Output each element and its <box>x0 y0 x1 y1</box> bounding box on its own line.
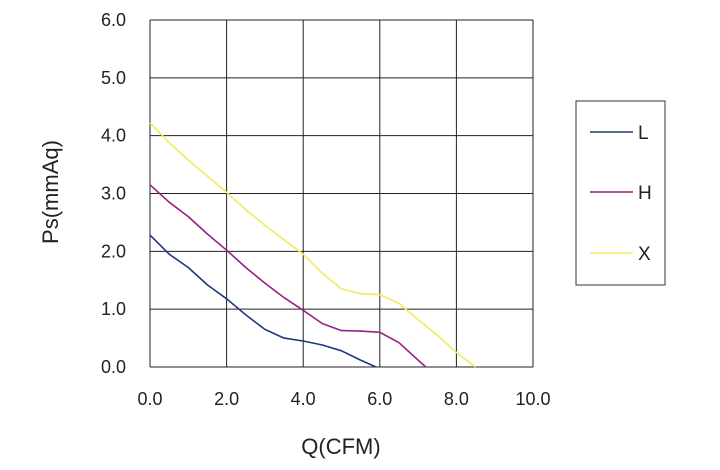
x-axis-title: Q(CFM) <box>301 434 380 459</box>
legend-label-x: X <box>638 244 651 265</box>
series-line-h <box>149 184 427 368</box>
legend-label-l: L <box>638 123 649 144</box>
plot-grid <box>149 19 534 368</box>
legend-label-h: H <box>638 183 652 204</box>
x-tick-labels: 0.0 2.0 4.0 6.0 8.0 10.0 <box>137 389 550 409</box>
y-tick-labels: 0.0 1.0 2.0 3.0 4.0 5.0 6.0 <box>101 10 126 377</box>
x-tick-label: 0.0 <box>137 389 162 409</box>
x-tick-label: 8.0 <box>444 389 469 409</box>
series-line-l <box>149 234 377 368</box>
x-tick-label: 10.0 <box>515 389 550 409</box>
y-tick-label: 0.0 <box>101 357 126 377</box>
y-axis-title: Ps(mmAq) <box>38 140 63 244</box>
y-tick-label: 1.0 <box>101 299 126 319</box>
legend: L H X <box>575 100 666 286</box>
x-tick-label: 6.0 <box>367 389 392 409</box>
y-tick-label: 2.0 <box>101 241 126 261</box>
y-tick-label: 3.0 <box>101 184 126 204</box>
y-tick-label: 4.0 <box>101 126 126 146</box>
series-lines <box>149 122 477 368</box>
y-tick-label: 6.0 <box>101 10 126 30</box>
y-tick-label: 5.0 <box>101 68 126 88</box>
x-tick-label: 2.0 <box>214 389 239 409</box>
x-tick-label: 4.0 <box>291 389 316 409</box>
series-line-x <box>149 122 477 368</box>
